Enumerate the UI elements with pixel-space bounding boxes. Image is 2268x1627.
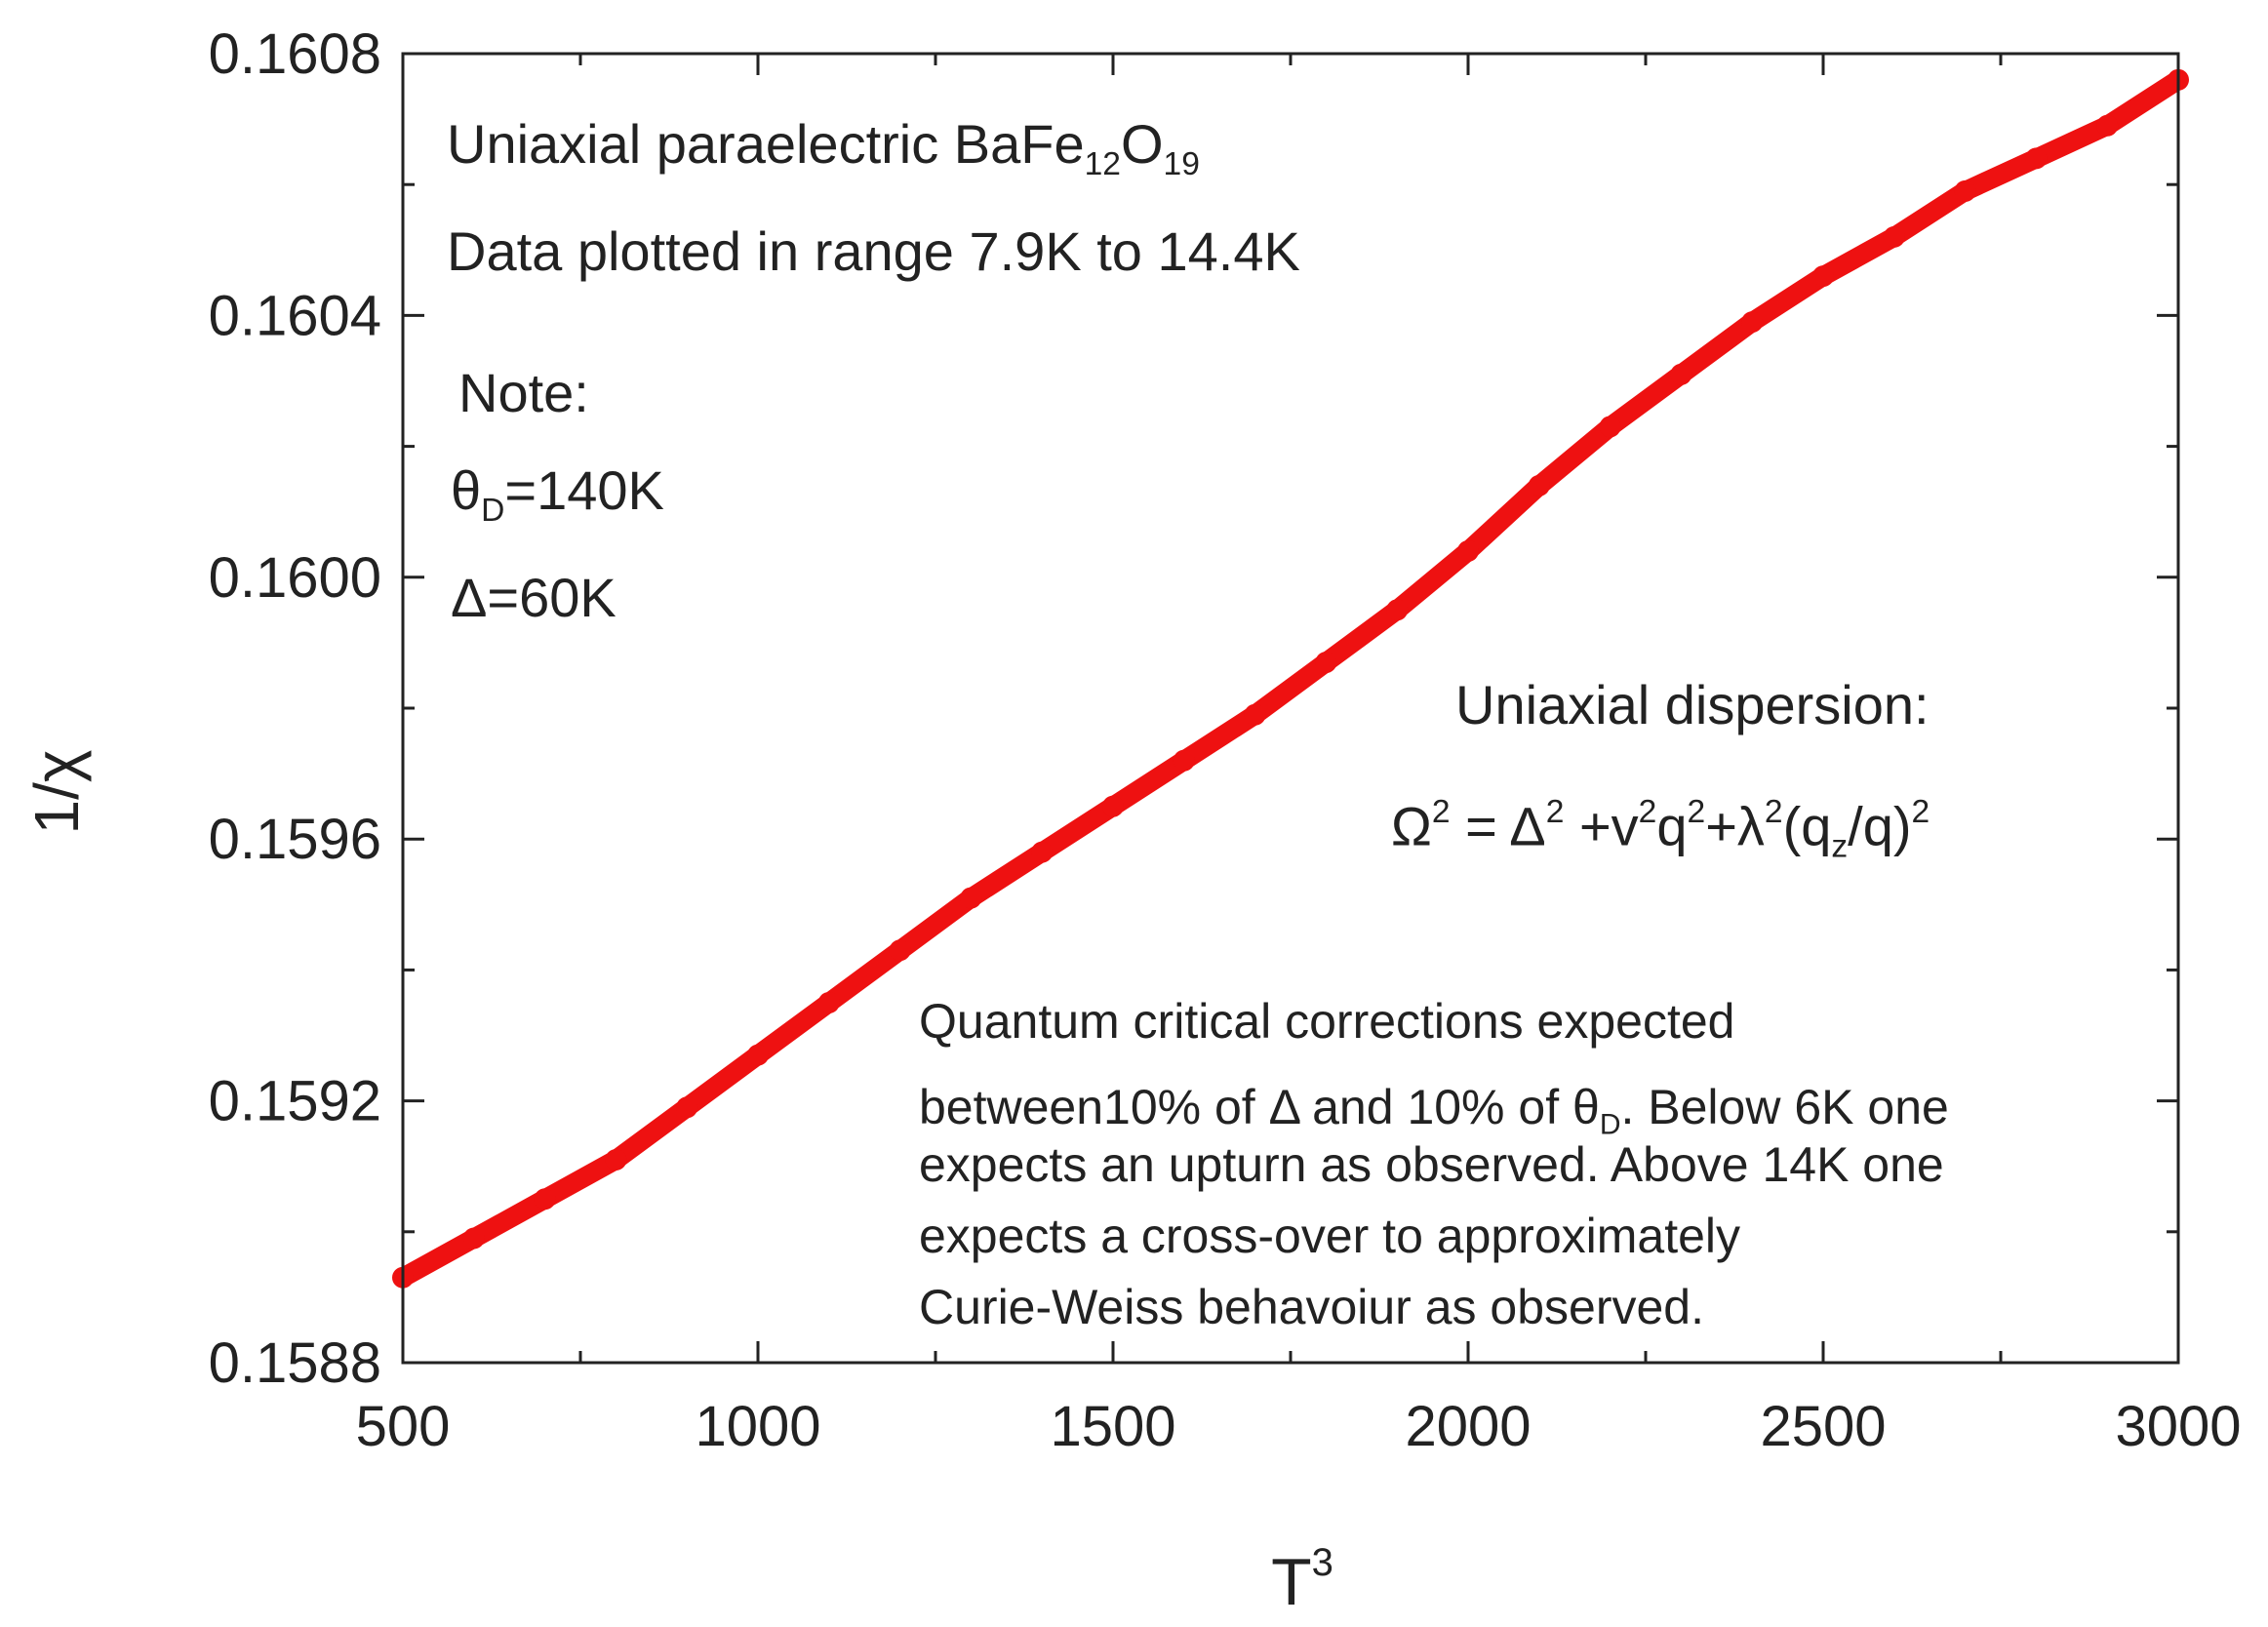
v-exponent: 2: [1638, 794, 1657, 830]
data-point: [1599, 416, 1621, 438]
y-tick-label: 0.1600: [209, 546, 381, 610]
data-point: [1315, 652, 1337, 674]
x-tick-label: 1000: [695, 1395, 820, 1458]
data-point: [1883, 225, 1905, 248]
data-point: [676, 1096, 698, 1119]
x-axis-label-base: T: [1271, 1545, 1312, 1619]
data-point: [1173, 749, 1195, 772]
axes: 500 1000 1500 2000 2500 3000 0.1588 0.1592 0.159…: [209, 22, 2242, 1458]
eq-v: +v: [1564, 795, 1639, 857]
y-tick-label: 0.1592: [209, 1070, 381, 1133]
title-subscript-12: 12: [1084, 145, 1121, 182]
qc-line-3: expects an upturn as observed. Above 14K…: [919, 1137, 1944, 1192]
data-point: [1670, 363, 1692, 385]
x-tick-label: 3000: [2115, 1395, 2241, 1458]
lambda-exponent: 2: [1764, 794, 1783, 830]
qc-line-4: expects a cross-over to approximately: [919, 1209, 1741, 1263]
data-point: [534, 1188, 556, 1210]
data-point: [1528, 474, 1550, 496]
eq-qz-close: /q): [1848, 795, 1912, 857]
x-tick-label: 1500: [1050, 1395, 1175, 1458]
qc-line-2-b: . Below 6K one: [1620, 1080, 1949, 1134]
eq-q: q: [1656, 795, 1688, 857]
qc-line-2-subscript: D: [1599, 1108, 1621, 1141]
theta-d-line: θD=140K: [451, 458, 664, 543]
data-point: [462, 1227, 485, 1250]
ratio-exponent: 2: [1911, 794, 1930, 830]
qc-line-2-a: between10% of Δ and 10% of θ: [919, 1080, 1600, 1134]
data-point: [1812, 265, 1834, 288]
title-line-1: Uniaxial paraelectric BaFe12O19: [447, 112, 1200, 197]
x-tick-label: 2000: [1405, 1395, 1531, 1458]
eq-delta: = Δ: [1450, 795, 1546, 857]
x-axis-label-exponent: 3: [1312, 1541, 1333, 1584]
data-point: [1954, 179, 1976, 202]
note-label: Note:: [458, 362, 589, 423]
dispersion-label: Uniaxial dispersion:: [1455, 674, 1930, 735]
qc-line-1: Quantum critical corrections expected: [919, 994, 1735, 1049]
x-axis-label: T3: [1271, 1541, 1333, 1619]
data-point: [747, 1044, 769, 1066]
dispersion-equation: Ω2 = Δ2 +v2q2+λ2(qz/q)2: [1391, 780, 1930, 879]
data-point: [1102, 795, 1124, 817]
theta-subscript: D: [481, 492, 505, 529]
qz-subscript: z: [1831, 828, 1849, 865]
data-point: [2096, 114, 2119, 137]
data-point: [605, 1148, 627, 1171]
delta-exponent: 2: [1545, 794, 1565, 830]
y-tick-label: 0.1596: [209, 808, 381, 871]
data-point: [960, 887, 982, 909]
y-tick-label: 0.1608: [209, 22, 381, 86]
y-axis-label: 1/χ: [21, 750, 92, 835]
data-point: [889, 939, 911, 962]
delta-line: Δ=60K: [451, 567, 617, 628]
qc-line-5: Curie-Weiss behavoiur as observed.: [919, 1280, 1705, 1334]
theta-value: =140K: [504, 459, 664, 521]
theta-symbol: θ: [451, 459, 482, 521]
data-point: [1457, 539, 1479, 562]
data-point: [1031, 841, 1054, 863]
title-line-2: Data plotted in range 7.9K to 14.4K: [447, 220, 1300, 282]
data-point: [2025, 147, 2048, 170]
data-point: [817, 991, 840, 1013]
omega-exponent: 2: [1431, 794, 1451, 830]
y-tick-label: 0.1588: [209, 1331, 381, 1395]
data-point: [1741, 311, 1764, 334]
title-line-1-text: Uniaxial paraelectric BaFe: [447, 113, 1085, 175]
data-series-line: [393, 69, 2188, 1288]
q-exponent: 2: [1687, 794, 1706, 830]
title-oxygen: O: [1120, 113, 1164, 175]
data-point: [1386, 599, 1409, 621]
qc-line-2: between10% of Δ and 10% of θD. Below 6K …: [919, 1076, 1949, 1157]
eq-lambda: +λ: [1705, 795, 1765, 857]
data-series: [392, 68, 2189, 1289]
eq-qz-open: (q: [1782, 795, 1832, 857]
omega-symbol: Ω: [1391, 795, 1432, 857]
y-tick-label: 0.1604: [209, 284, 381, 347]
title-subscript-19: 19: [1163, 145, 1200, 182]
x-tick-label: 500: [356, 1395, 451, 1458]
x-tick-label: 2500: [1760, 1395, 1886, 1458]
data-point: [1244, 703, 1266, 726]
